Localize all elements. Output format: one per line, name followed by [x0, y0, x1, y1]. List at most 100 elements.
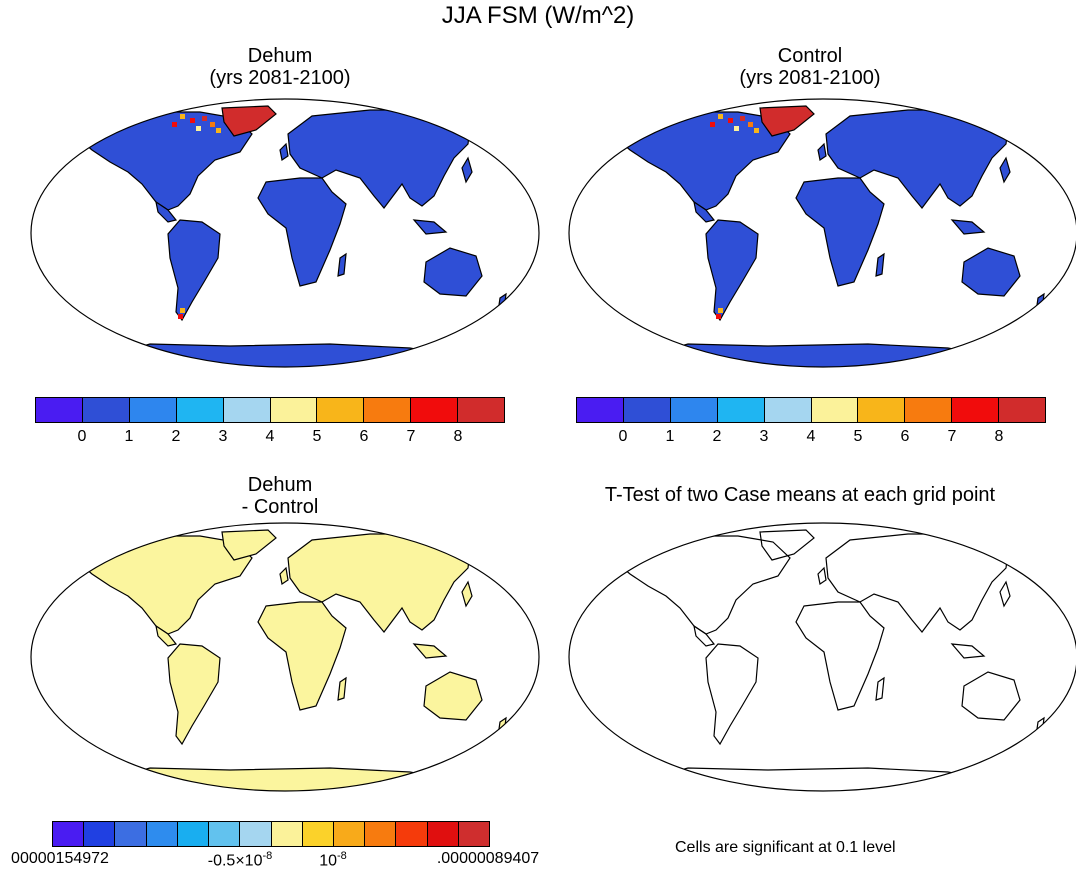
panel-title-line1: Dehum: [247, 474, 313, 496]
colorbar-swatch: [333, 822, 366, 846]
panel-title-diff: Dehum - Control: [150, 474, 410, 518]
panel-title-ttest: T-Test of two Case means at each grid po…: [604, 484, 996, 506]
landmass-madagascar: [337, 676, 347, 701]
hotspot-cell: [740, 116, 745, 121]
colorbar-swatch: [427, 822, 459, 846]
colorbar-tick-label: 6: [900, 428, 910, 445]
colorbar-swatch: [302, 822, 334, 846]
colorbar-swatch: [223, 398, 271, 422]
colorbar-tick-label: 6: [359, 428, 369, 445]
landmass-uk: [279, 566, 289, 585]
hotspot-cell: [734, 126, 739, 131]
landmass-greenland: [221, 529, 277, 561]
label-mid2-exp: -8: [337, 850, 347, 862]
colorbar-swatch: [858, 398, 906, 422]
colorbar-swatch: [271, 822, 303, 846]
colorbar-swatch: [905, 398, 953, 422]
hotspot-cell: [196, 126, 201, 131]
landmass-centralAmerica: [155, 624, 178, 647]
colorbar-swatch: [177, 822, 210, 846]
landmass-japan: [461, 580, 473, 608]
landmass-australia: [961, 247, 1021, 297]
ttest-note: Cells are significant at 0.1 level: [675, 839, 896, 856]
landmass-centralAmerica: [693, 200, 716, 223]
colorbar-tick-label: 4: [265, 428, 275, 445]
colorbar-diff-label-mid: -0.5×10-8: [208, 850, 273, 870]
landmass-madagascar: [875, 676, 885, 701]
landmass-centralAmerica: [693, 624, 716, 647]
landmass-greenland: [759, 529, 815, 561]
colorbar-tick-label: 3: [218, 428, 228, 445]
landmass-madagascar: [337, 252, 347, 277]
colorbar-swatch: [317, 398, 365, 422]
colorbar-swatch: [623, 398, 671, 422]
landmass-indonesia: [950, 219, 986, 235]
colorbar-diff-labels: 00000154972 -0.5×10-8 10-8 .00000089407: [0, 850, 1076, 870]
colorbar-diff-label-left: 00000154972: [11, 850, 109, 867]
colorbar-tick-label: 0: [77, 428, 87, 445]
landmass-centralAmerica: [155, 200, 178, 223]
colorbar-swatch: [82, 398, 130, 422]
hotspot-cell: [458, 128, 463, 133]
colorbar-diff-label-right: .00000089407: [436, 850, 540, 867]
colorbar-swatch: [129, 398, 177, 422]
colorbar-swatch: [176, 398, 224, 422]
label-mid-exp: -8: [262, 850, 273, 862]
landmass-greenland: [221, 105, 277, 137]
colorbar-swatch: [999, 398, 1046, 422]
landmass-australia: [423, 247, 483, 297]
landmass-africa: [257, 177, 347, 287]
map-content: [615, 105, 1045, 367]
colorbar-tick-label: 3: [759, 428, 769, 445]
map-border: [568, 522, 1076, 792]
panel-title-dehum: Dehum (yrs 2081-2100): [150, 45, 410, 89]
map-border: [30, 522, 540, 792]
hotspot-cell: [748, 122, 753, 127]
colorbar-swatch: [952, 398, 1000, 422]
map-diff: [30, 522, 540, 792]
hotspot-cell: [710, 122, 715, 127]
colorbar-swatch: [270, 398, 318, 422]
colorbar-dehum: [35, 397, 505, 423]
landmass-antarctica: [97, 343, 471, 367]
landmass-japan: [999, 580, 1011, 608]
panel-title-line1: Dehum: [247, 45, 313, 67]
colorbar-swatch: [458, 822, 490, 846]
hotspot-cell: [180, 114, 185, 119]
colorbar-swatch: [577, 398, 624, 422]
colorbar-swatch: [670, 398, 718, 422]
landmass-australia: [423, 671, 483, 721]
colorbar-tick-label: 8: [994, 428, 1004, 445]
hotspot-cell: [180, 308, 185, 313]
hotspot-cell: [716, 314, 721, 319]
hotspot-cell: [210, 122, 215, 127]
landmass-indonesia: [412, 219, 448, 235]
colorbar-control-labels: 0 1 2 3 4 5 6 7 8: [576, 428, 1046, 448]
landmass-northAmerica: [77, 535, 253, 635]
landmass-southAmerica: [705, 643, 759, 746]
map-border: [30, 98, 540, 368]
hotspot-cell: [442, 118, 447, 123]
colorbar-swatch: [365, 822, 397, 846]
colorbar-swatch: [717, 398, 765, 422]
landmass-japan: [461, 156, 473, 184]
landmass-uk: [817, 142, 827, 161]
map-dehum: [30, 98, 540, 368]
colorbar-swatch: [458, 398, 505, 422]
landmass-southAmerica: [167, 219, 221, 322]
colorbar-tick-label: 0: [618, 428, 628, 445]
colorbar-tick-label: 4: [806, 428, 816, 445]
landmass-uk: [817, 566, 827, 585]
colorbar-tick-label: 2: [712, 428, 722, 445]
map-content: [77, 105, 507, 367]
landmass-northAmerica: [615, 111, 791, 211]
landmass-northAmerica: [615, 535, 791, 635]
panel-title-line2: (yrs 2081-2100): [739, 67, 881, 89]
hotspot-cell: [178, 314, 183, 319]
hotspot-cell: [202, 116, 207, 121]
colorbar-swatch: [811, 398, 859, 422]
panel-title-control: Control (yrs 2081-2100): [680, 45, 940, 89]
colorbar-swatch: [411, 398, 459, 422]
colorbar-swatch: [209, 822, 241, 846]
figure-title: JJA FSM (W/m^2): [441, 2, 635, 29]
